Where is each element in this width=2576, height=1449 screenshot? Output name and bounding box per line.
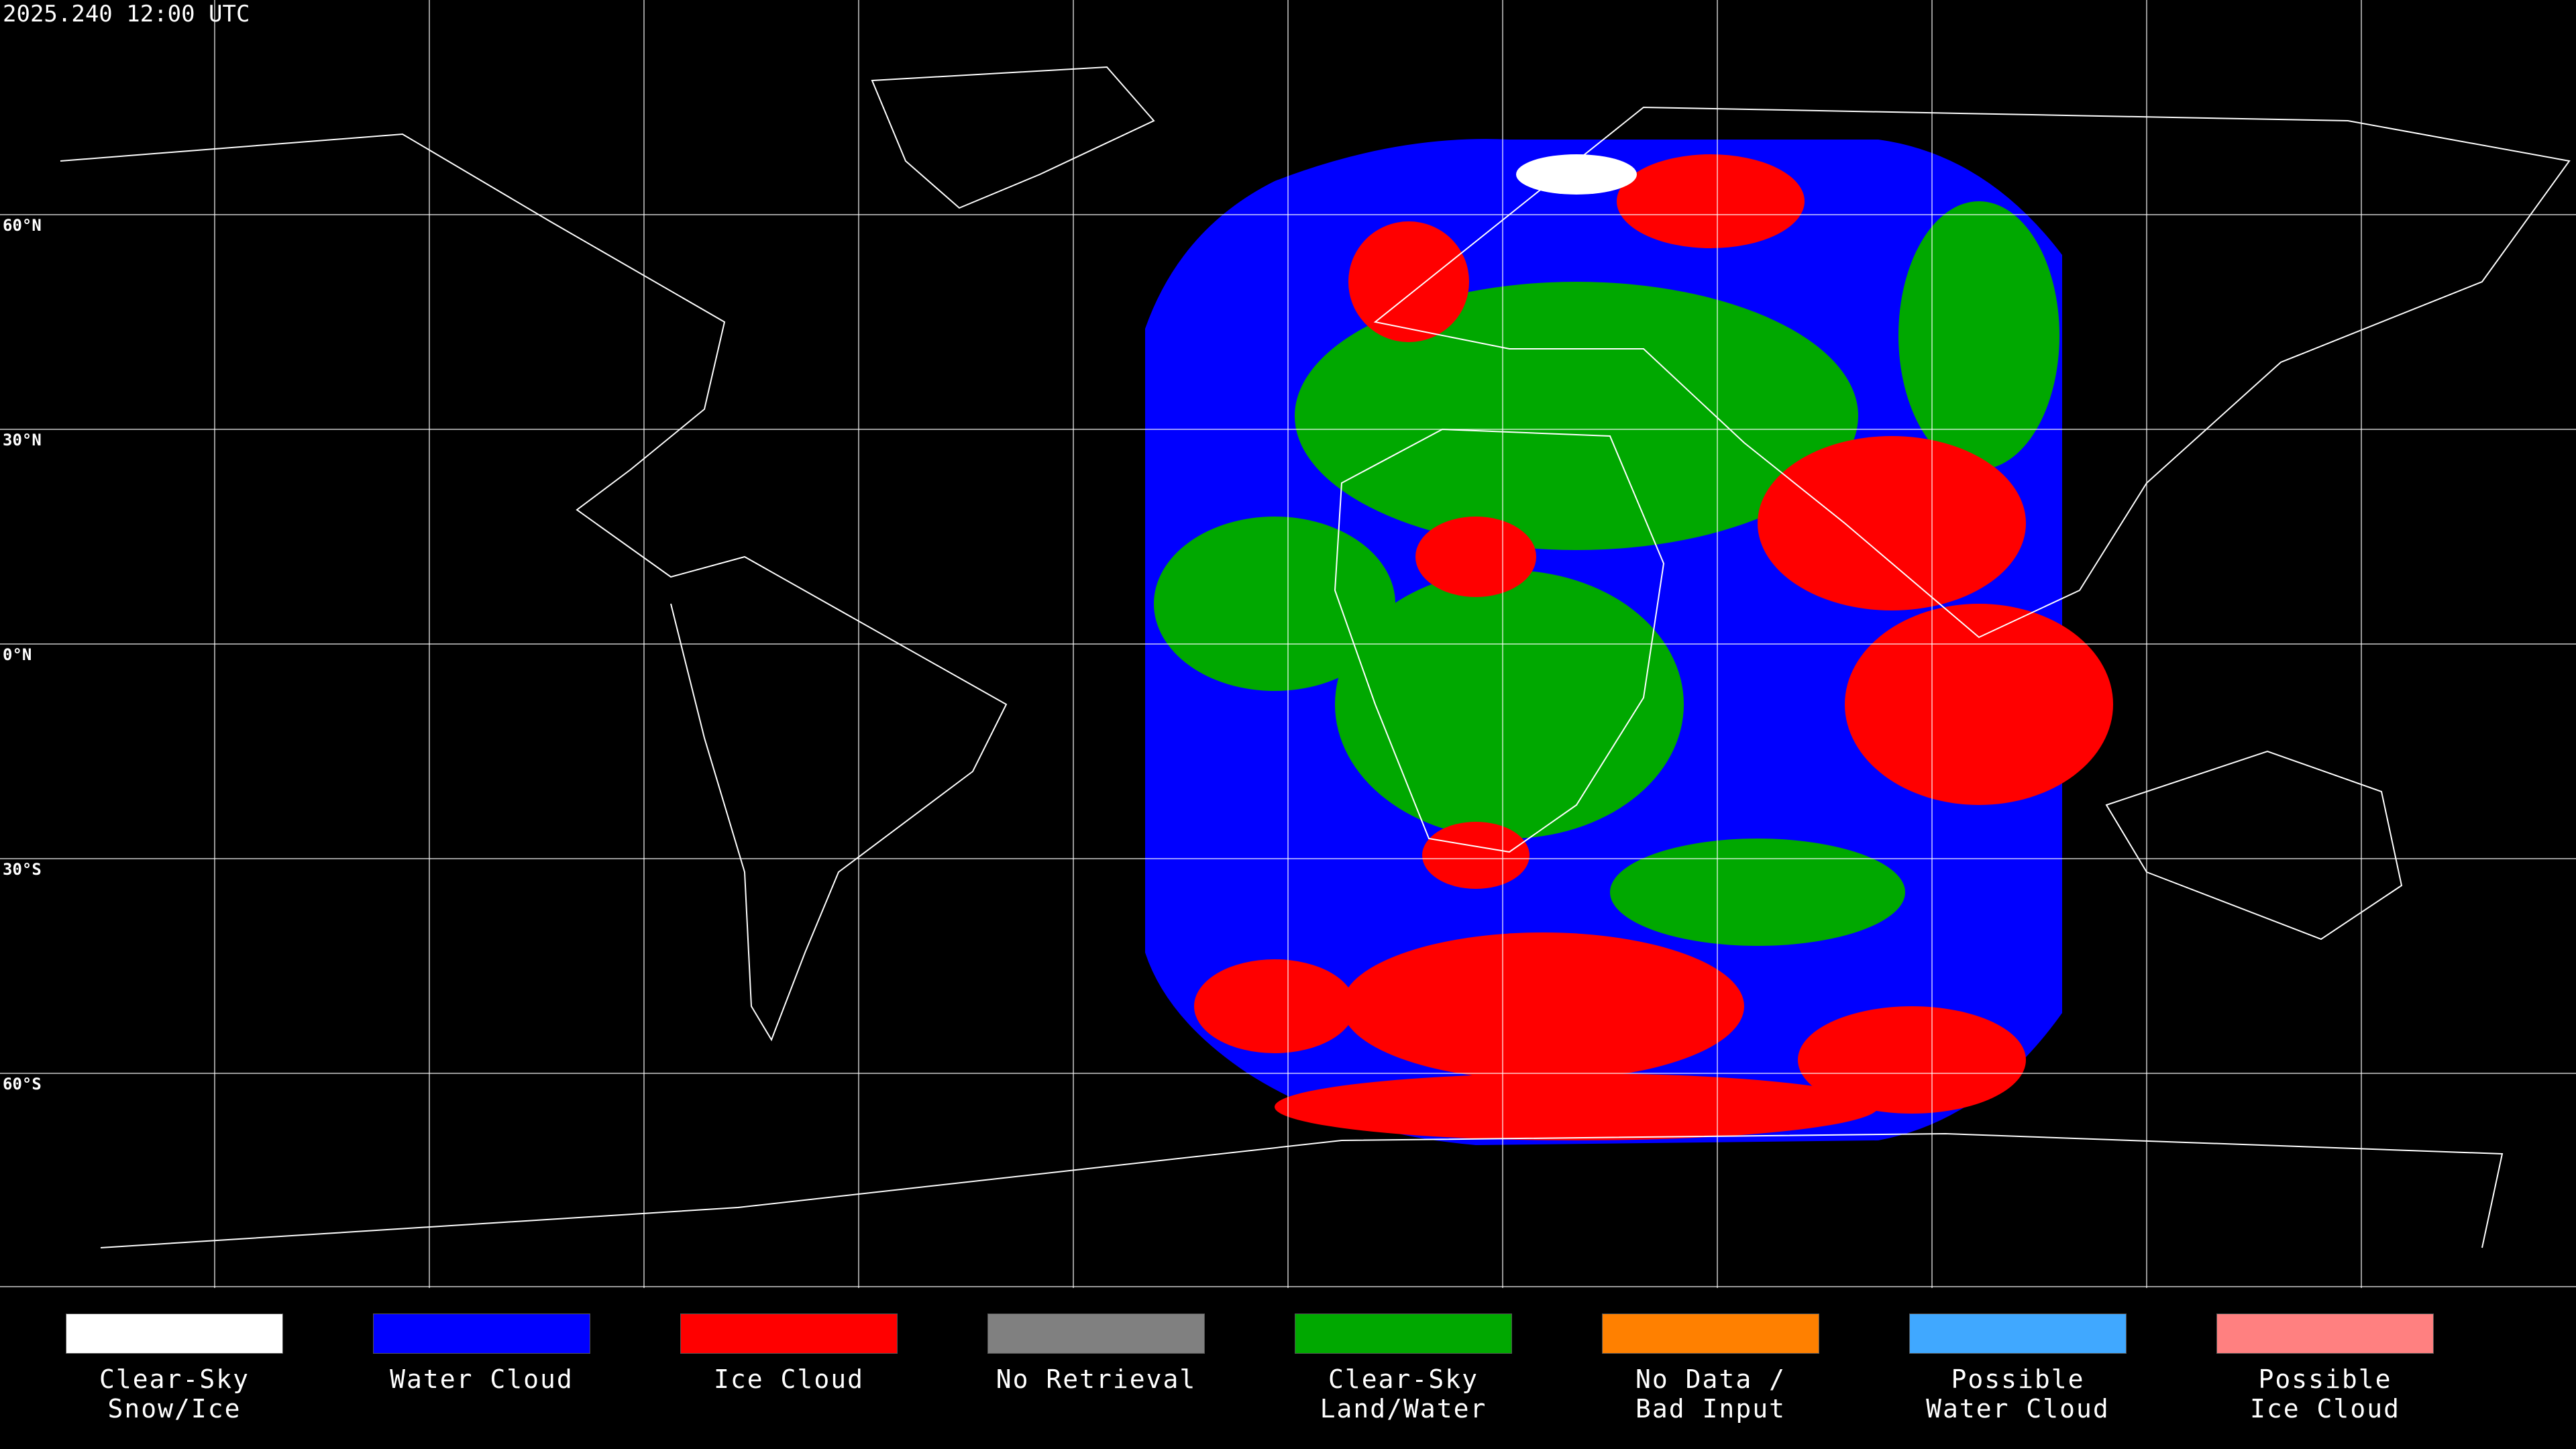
legend: Clear-Sky Snow/Ice Water Cloud Ice Cloud No… [0,1288,2576,1449]
legend-label: No Data / Bad Input [1635,1364,1786,1424]
legend-item: No Data / Bad Input [1602,1313,1819,1424]
legend-label: Ice Cloud [714,1364,864,1394]
legend-swatch [1295,1313,1512,1354]
map: 2025.240 12:00 UTC 60°N 30°N 0°N 30°S 60°S [0,0,2576,1288]
latitude-label: 0°N [3,645,32,664]
legend-item: Water Cloud [373,1313,590,1394]
legend-swatch [2216,1313,2434,1354]
legend-label: Clear-Sky Land/Water [1320,1364,1487,1424]
legend-swatch [1602,1313,1819,1354]
legend-label: Possible Water Cloud [1926,1364,2110,1424]
legend-item: Clear-Sky Snow/Ice [66,1313,283,1424]
legend-swatch [1909,1313,2127,1354]
latitude-label: 30°N [3,431,42,449]
legend-item: No Retrieval [987,1313,1205,1394]
legend-item: Possible Water Cloud [1909,1313,2127,1424]
satellite-coverage [1145,139,2113,1146]
title: 2025.240 12:00 UTC [3,1,250,28]
legend-label: Water Cloud [390,1364,574,1394]
legend-label: Possible Ice Cloud [2250,1364,2400,1424]
latitude-label: 60°S [3,1075,42,1093]
coastlines [60,66,2571,1248]
legend-swatch [66,1313,283,1354]
legend-label: No Retrieval [996,1364,1197,1394]
legend-swatch [680,1313,898,1354]
graticule [0,0,2576,1288]
legend-swatch [987,1313,1205,1354]
legend-item: Clear-Sky Land/Water [1295,1313,1512,1424]
legend-item: Possible Ice Cloud [2216,1313,2434,1424]
legend-item: Ice Cloud [680,1313,898,1394]
latitude-label: 60°N [3,216,42,235]
latitude-label: 30°S [3,860,42,879]
legend-label: Clear-Sky Snow/Ice [99,1364,250,1424]
legend-swatch [373,1313,590,1354]
